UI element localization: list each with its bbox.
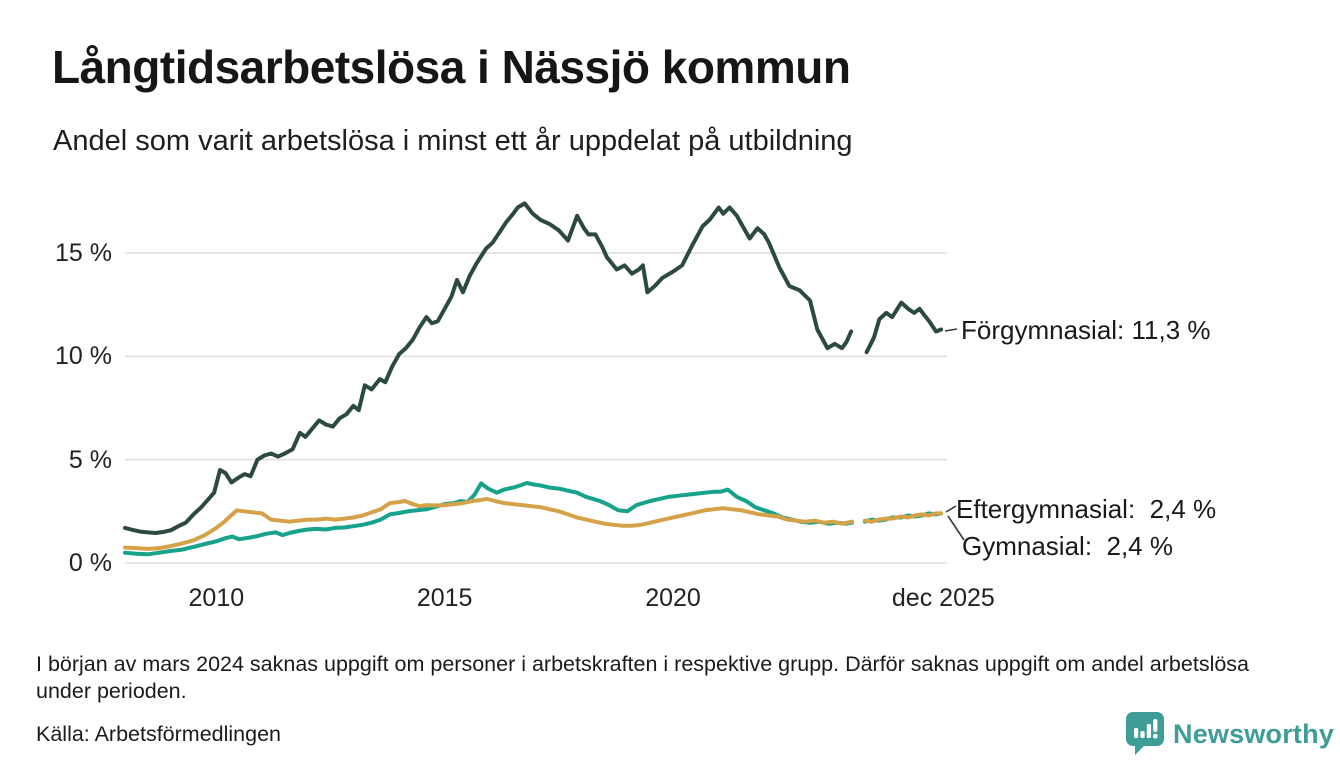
- y-axis-tick-label: 5 %: [68, 445, 112, 474]
- series-end-label-forgymnasial: Förgymnasial: 11,3 %: [961, 315, 1211, 345]
- speech-bubble-bar-chart-icon: [1126, 712, 1164, 755]
- connector-eftergymnasial: [945, 505, 957, 513]
- y-axis-tick-label: 15 %: [55, 238, 112, 267]
- connector-forgymnasial: [944, 328, 958, 332]
- series-line-eftergymnasial: [123, 481, 944, 557]
- series-end-label-gymnasial: Gymnasial: 2,4 %: [962, 531, 1173, 561]
- page-subtitle: Andel som varit arbetslösa i minst ett å…: [53, 125, 853, 157]
- x-axis-tick-label: 2020: [645, 584, 701, 612]
- x-axis-tick-label: 2010: [188, 584, 245, 612]
- x-axis-tick-label: 2015: [416, 584, 473, 612]
- connector-gymnasial: [947, 515, 965, 541]
- footnote: I början av mars 2024 saknas uppgift om …: [36, 652, 1250, 703]
- label-connectors: [944, 328, 965, 541]
- y-axis-tick-label: 10 %: [55, 342, 112, 371]
- newsworthy-logo: Newsworthy: [1126, 712, 1334, 756]
- source-note: Källa: Arbetsförmedlingen: [36, 722, 282, 746]
- series-line-förgymnasial: [123, 201, 944, 535]
- series-line-gymnasial: [123, 496, 944, 551]
- newsworthy-wordmark: Newsworthy: [1173, 718, 1335, 749]
- y-axis-tick-label: 0 %: [68, 549, 112, 577]
- series-end-label-eftergymnasial: Eftergymnasial: 2,4 %: [956, 494, 1217, 524]
- x-axis-tick-label: dec 2025: [891, 584, 995, 612]
- page-title: Långtidsarbetslösa i Nässjö kommun: [52, 41, 851, 93]
